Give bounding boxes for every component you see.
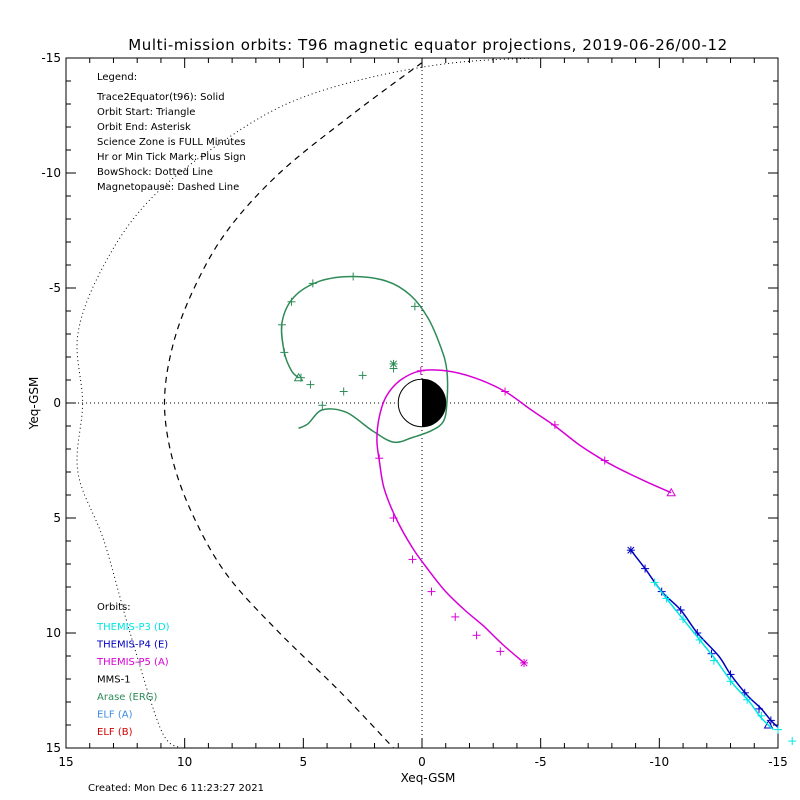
orbit-trace <box>280 275 449 444</box>
x-tick-label: 10 <box>177 755 192 769</box>
orbit-legend-entry: ELF (A) <box>97 710 133 721</box>
orbit-series <box>277 272 797 746</box>
series-arase-erg- <box>277 272 449 444</box>
y-tick-label: 15 <box>46 741 61 755</box>
x-tick-label: -5 <box>535 755 547 769</box>
legend-heading: Legend: <box>97 72 137 83</box>
orbit-end-asterisk <box>520 659 528 667</box>
x-tick-label: 15 <box>58 755 73 769</box>
y-tick-label: 5 <box>53 511 61 525</box>
magnetopause-line <box>163 62 423 748</box>
orbit-trace <box>376 369 672 664</box>
y-tick-label: 10 <box>46 626 61 640</box>
orbit-legend-entry: THEMIS-P4 (E) <box>96 640 168 651</box>
legend-line: BowShock: Dotted Line <box>97 167 213 178</box>
orbit-legend-entry: ELF (B) <box>97 727 133 738</box>
y-tick-label: -10 <box>41 166 61 180</box>
earth-night-side <box>422 379 446 427</box>
orbit-trace <box>630 549 779 728</box>
x-axis-label: Xeq-GSM <box>401 771 456 785</box>
y-axis-label: Yeq-GSM <box>27 377 41 431</box>
orbit-end-asterisk <box>627 546 635 554</box>
orbit-start-triangle <box>666 487 677 497</box>
series-themis-p5-a- <box>375 366 677 667</box>
orbit-start-triangle <box>763 719 774 729</box>
legend-line: Hr or Min Tick Mark: Plus Sign <box>97 152 246 163</box>
legend-line: Orbit Start: Triangle <box>97 107 195 118</box>
earth-symbol <box>397 378 447 428</box>
legend: Legend: Trace2Equator(t96): Solid Orbit St… <box>96 72 246 738</box>
bowshock-line <box>76 58 733 748</box>
orbits-heading: Orbits: <box>97 602 131 613</box>
boundaries <box>76 58 733 748</box>
created-timestamp: Created: Mon Dec 6 11:23:27 2021 <box>88 783 264 794</box>
series-themis-p3-d- <box>650 578 797 746</box>
x-tick-label: 0 <box>418 755 426 769</box>
orbit-legend-entry: THEMIS-P3 (D) <box>96 622 170 633</box>
orbit-start-triangle <box>293 372 304 382</box>
x-tick-label: -10 <box>650 755 670 769</box>
legend-line: Orbit End: Asterisk <box>97 122 191 133</box>
x-tick-label: -15 <box>768 755 788 769</box>
orbit-end-asterisk <box>389 360 398 368</box>
legend-line: Science Zone is FULL Minutes <box>97 137 246 148</box>
y-tick-label: 0 <box>53 396 61 410</box>
orbit-trace <box>653 581 774 731</box>
orbit-legend-entry: Arase (ERG) <box>97 692 158 703</box>
orbit-legend-entry: THEMIS-P5 (A) <box>96 657 169 668</box>
y-tick-label: -15 <box>41 51 61 65</box>
legend-line: Trace2Equator(t96): Solid <box>96 92 225 103</box>
x-tick-label: 5 <box>300 755 308 769</box>
series-themis-p4-e- <box>626 546 779 729</box>
orbit-legend-entry: MMS-1 <box>97 675 131 686</box>
y-tick-label: -5 <box>49 281 61 295</box>
chart-title: Multi-mission orbits: T96 magnetic equat… <box>128 36 728 54</box>
legend-line: Magnetopause: Dashed Line <box>97 182 239 193</box>
